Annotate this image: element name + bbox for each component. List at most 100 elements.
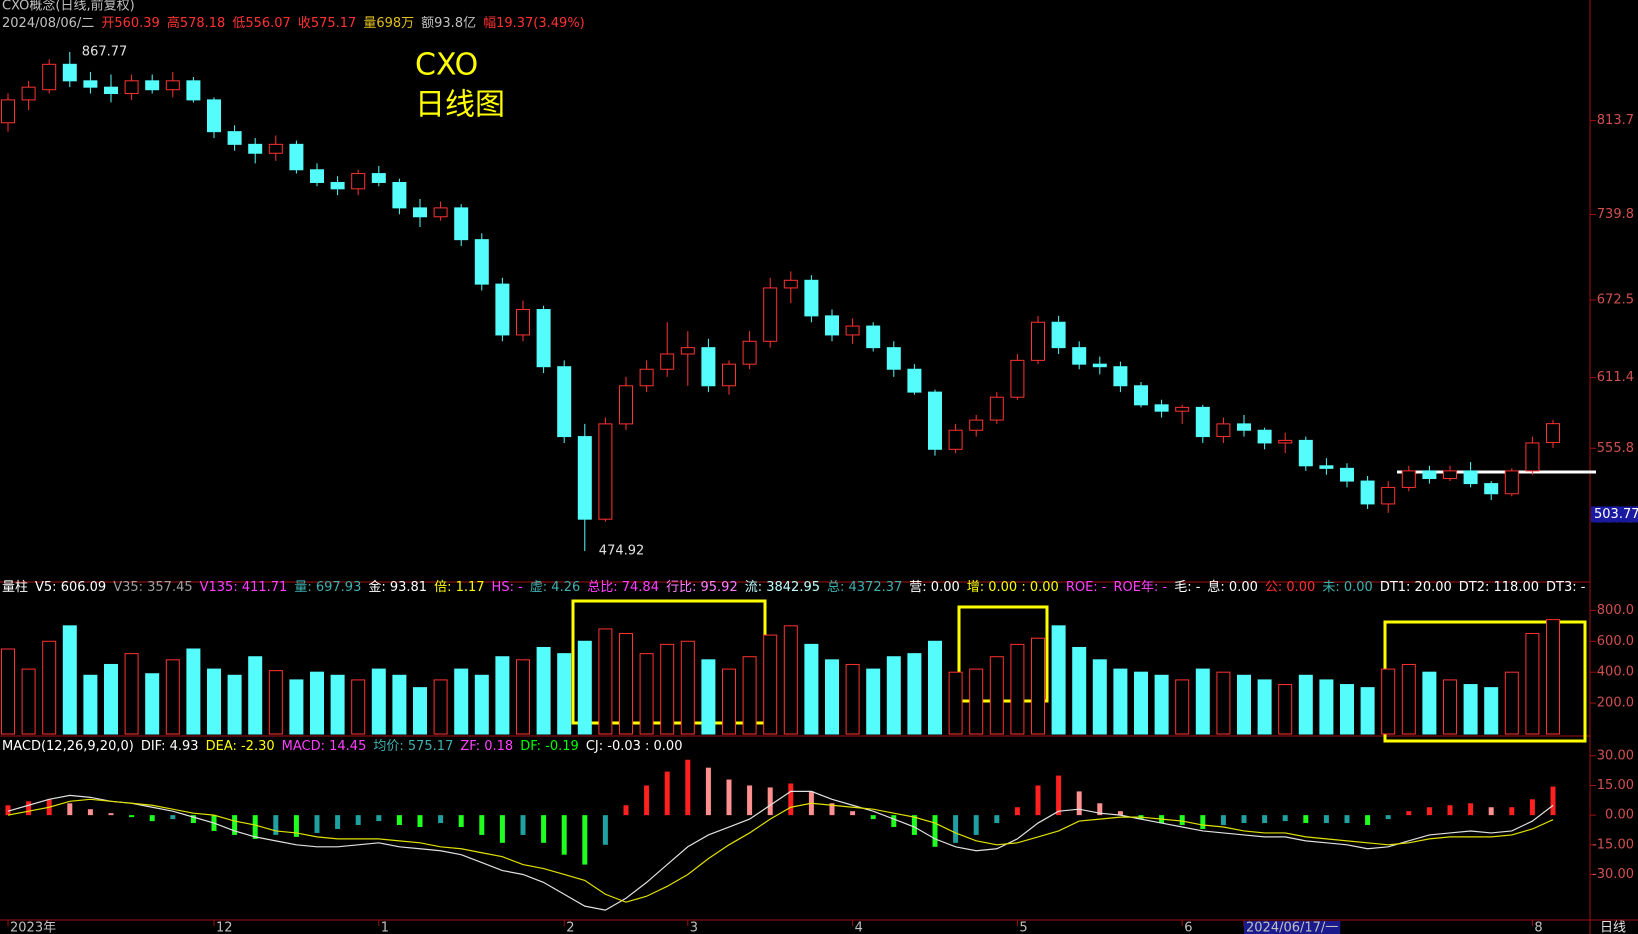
volume-bar	[1422, 671, 1437, 735]
volume-bar	[1175, 679, 1190, 735]
candle-body	[1443, 470, 1457, 480]
macd-bar	[994, 815, 1000, 824]
candle-body	[474, 239, 489, 285]
x-tick-label: 2024/06/17/一	[1246, 921, 1338, 934]
y-tick-label: 800.0	[1597, 603, 1634, 618]
candle-body	[1278, 439, 1293, 444]
macd-bar	[520, 815, 526, 835]
header-item: 收575.17	[298, 16, 357, 31]
candle-body	[1360, 480, 1375, 505]
header-item: 虚: 4.26	[530, 580, 580, 595]
macd-bar	[149, 815, 155, 822]
volume-bar	[454, 668, 469, 735]
candle-body	[83, 80, 98, 88]
header-item: ROE: -	[1066, 580, 1107, 595]
volume-bar	[886, 656, 901, 735]
candle-body	[1113, 366, 1128, 387]
macd-bar	[1179, 815, 1185, 826]
macd-bar	[129, 815, 135, 818]
macd-bar	[314, 815, 320, 833]
candle-body	[1010, 359, 1025, 398]
macd-bar	[1241, 815, 1247, 824]
macd-bar	[1406, 811, 1412, 816]
candle-body	[1031, 321, 1045, 361]
macd-bar	[1303, 815, 1309, 824]
candle-body	[722, 363, 736, 387]
macd-bar	[1323, 815, 1329, 824]
macd-bar	[1262, 815, 1268, 824]
volume-bar	[1443, 679, 1457, 735]
header-item: DIF: 4.93	[141, 739, 199, 754]
volume-bar	[722, 668, 736, 735]
volume-bar	[351, 679, 366, 735]
x-tick-label: 6	[1184, 921, 1192, 934]
macd-bar	[335, 815, 341, 829]
y-tick-label: 611.4	[1597, 370, 1634, 385]
header-item: 量698万	[363, 16, 414, 31]
volume-bar	[268, 670, 283, 735]
volume-bar	[248, 656, 263, 735]
macd-bar	[788, 783, 794, 816]
volume-bar	[145, 673, 160, 735]
volume-bar	[1401, 663, 1416, 735]
volume-header: 量柱 V5: 606.09 V35: 357.45 V135: 411.71 量: 69…	[2, 579, 1586, 595]
macd-bar	[891, 815, 897, 828]
macd-bar	[1056, 775, 1062, 816]
macd-bar	[1076, 791, 1082, 816]
header-item: 量: 697.93	[294, 580, 361, 595]
volume-bar	[536, 646, 551, 735]
candle-body	[495, 283, 510, 336]
macd-bar	[850, 811, 856, 816]
volume-bar	[1154, 674, 1169, 735]
macd-bar	[108, 813, 114, 816]
x-tick-label: 2023年	[10, 921, 56, 934]
macd-bar	[1117, 811, 1123, 816]
y-tick-label: 200.0	[1597, 696, 1634, 711]
candle-body	[886, 347, 901, 370]
macd-bar	[541, 815, 547, 843]
candle-body	[1195, 406, 1210, 438]
volume-bar	[660, 643, 675, 735]
macd-bar	[1220, 815, 1226, 826]
candle-body	[598, 423, 613, 520]
volume-bar	[1278, 684, 1293, 735]
title-line: 日线图	[415, 88, 505, 123]
candle-body	[1257, 429, 1272, 444]
macd-bar	[458, 815, 464, 828]
candle-body	[104, 86, 118, 95]
macd-bar	[1097, 803, 1103, 816]
candle-body	[186, 80, 201, 101]
macd-bar	[1200, 815, 1206, 829]
candle-body	[62, 63, 77, 82]
candle-body	[907, 368, 922, 393]
candle-body	[557, 366, 572, 438]
macd-bar	[1014, 807, 1020, 816]
volume-bar	[1072, 646, 1087, 735]
macd-bar	[5, 805, 11, 816]
volume-bar	[1484, 687, 1499, 735]
candle-body	[413, 207, 427, 218]
macd-bar	[1365, 815, 1371, 826]
candle-body	[1092, 363, 1107, 368]
candle-body	[268, 143, 283, 154]
y-tick-label: 400.0	[1597, 665, 1634, 680]
y-tick-label: 15.00	[1597, 778, 1634, 793]
macd-bar	[1344, 815, 1350, 824]
volume-bar	[804, 643, 819, 735]
header-item: 息: 0.00	[1207, 579, 1257, 595]
dea-line	[7, 798, 1554, 903]
volume-bar	[639, 653, 654, 735]
volume-bar	[371, 668, 386, 735]
low-label: 474.92	[599, 544, 645, 559]
high-label: 867.77	[82, 44, 128, 59]
candle-body	[742, 340, 757, 365]
macd-bar	[190, 815, 196, 824]
macd-bar	[1447, 805, 1453, 816]
volume-bar	[104, 663, 118, 735]
candle-body	[433, 207, 448, 218]
volume-bar	[989, 656, 1004, 735]
candle-body	[1072, 347, 1087, 365]
candle-body	[1504, 470, 1519, 495]
candle-body	[1484, 483, 1499, 495]
candle-body	[1134, 385, 1148, 406]
